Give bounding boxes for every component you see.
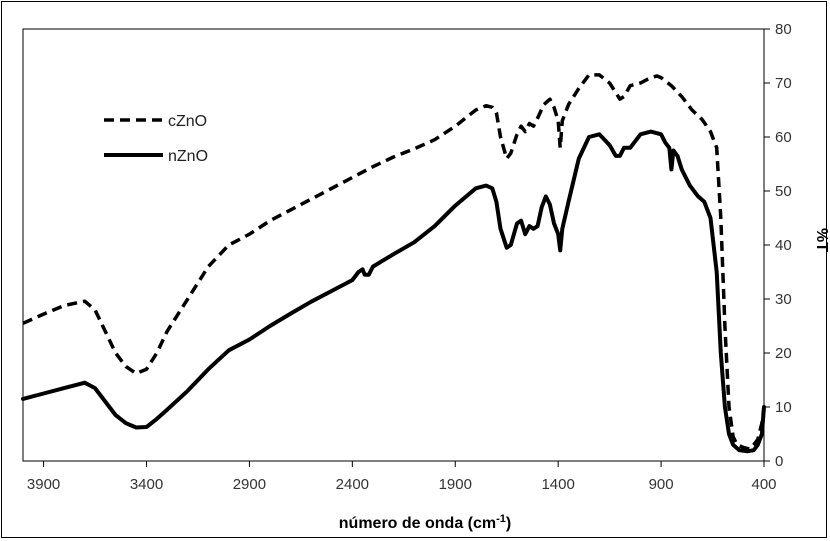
y-tick-label: 10 xyxy=(775,399,792,416)
y-tick-label: 60 xyxy=(775,129,792,146)
y-tick-label: 30 xyxy=(775,291,792,308)
x-axis-title-main: número de onda (cm xyxy=(339,515,496,532)
y-tick-label: 70 xyxy=(775,75,792,92)
series-line-nzno xyxy=(21,129,766,454)
legend: cZnO nZnO xyxy=(104,113,208,165)
x-axis-title: número de onda (cm-1) xyxy=(339,513,511,532)
y-axis-ticks: 0 10 20 30 40 50 60 70 80 xyxy=(764,21,792,470)
y-axis-title: %T xyxy=(813,228,830,252)
y-tick-label: 80 xyxy=(775,21,792,38)
x-axis-ticks: 3900 3400 2900 2400 1900 1400 900 400 xyxy=(27,461,777,493)
x-tick-label: 1400 xyxy=(541,476,574,493)
legend-label-czno: cZnO xyxy=(168,113,207,130)
x-tick-label: 400 xyxy=(751,476,776,493)
x-tick-label: 1900 xyxy=(439,476,472,493)
plot-area xyxy=(22,28,765,462)
y-tick-label: 50 xyxy=(775,183,792,200)
x-tick-label: 3400 xyxy=(130,476,163,493)
x-axis-title-superscript: -1 xyxy=(496,513,506,525)
legend-label-nzno: nZnO xyxy=(168,148,208,165)
series-layer xyxy=(21,73,766,454)
series-line-czno xyxy=(22,73,766,451)
y-tick-label: 20 xyxy=(775,345,792,362)
y-tick-label: 40 xyxy=(775,237,792,254)
x-tick-label: 3900 xyxy=(27,476,60,493)
x-tick-label: 2900 xyxy=(233,476,266,493)
y-tick-label: 0 xyxy=(775,453,783,470)
x-tick-label: 900 xyxy=(649,476,674,493)
x-axis-title-end: ) xyxy=(506,515,511,532)
x-tick-label: 2400 xyxy=(336,476,369,493)
